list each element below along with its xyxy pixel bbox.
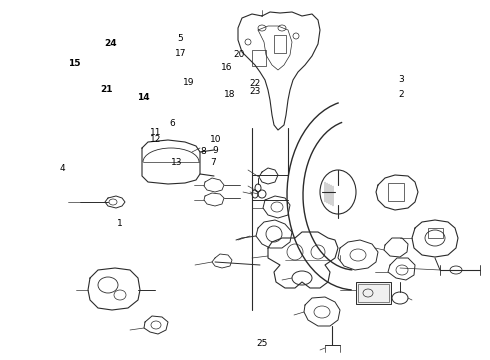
- Text: 17: 17: [174, 49, 186, 58]
- Text: 25: 25: [256, 339, 268, 348]
- Text: 22: 22: [249, 79, 260, 88]
- Text: 13: 13: [171, 158, 182, 166]
- Bar: [274, 35, 286, 53]
- Text: 7: 7: [210, 158, 216, 167]
- Text: 15: 15: [68, 59, 81, 68]
- Text: 21: 21: [100, 85, 113, 94]
- Text: 12: 12: [150, 135, 162, 144]
- Text: 2: 2: [398, 90, 404, 99]
- Text: 6: 6: [170, 119, 175, 128]
- Text: 14: 14: [137, 94, 149, 103]
- Text: 10: 10: [210, 135, 221, 144]
- Text: 8: 8: [200, 148, 206, 156]
- Text: 24: 24: [104, 40, 117, 49]
- Text: 16: 16: [220, 63, 232, 72]
- Text: 23: 23: [249, 87, 261, 96]
- Text: 19: 19: [183, 78, 195, 87]
- Text: 18: 18: [223, 90, 235, 99]
- Text: 20: 20: [233, 50, 245, 59]
- Text: 3: 3: [398, 76, 404, 85]
- Text: 5: 5: [177, 35, 183, 44]
- Bar: [428, 228, 443, 238]
- Bar: [252, 50, 266, 66]
- Bar: [356, 282, 391, 304]
- Bar: [358, 284, 389, 302]
- Bar: [388, 183, 404, 201]
- Text: 11: 11: [150, 128, 162, 137]
- Text: 4: 4: [60, 164, 66, 173]
- Text: 1: 1: [117, 219, 123, 228]
- Text: 9: 9: [213, 146, 219, 155]
